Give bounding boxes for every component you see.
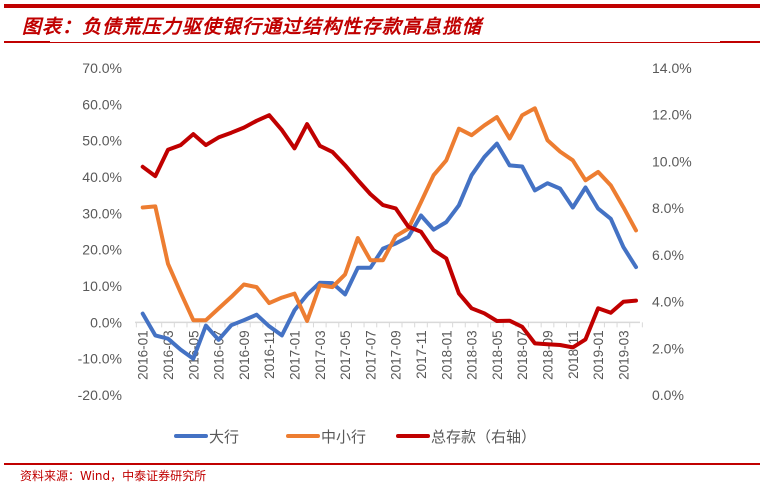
y-left-tick-label: 70.0%	[82, 60, 122, 76]
x-tick-label: 2018-05	[490, 330, 505, 380]
y-right-tick-label: 6.0%	[652, 247, 684, 263]
y-left-tick-label: 60.0%	[82, 96, 122, 112]
source-divider	[4, 463, 760, 465]
series-line-1	[140, 106, 638, 323]
x-tick-label: 2016-09	[237, 330, 252, 380]
y-left-tick-label: 20.0%	[82, 242, 122, 258]
x-tick-label: 2018-09	[541, 330, 556, 380]
y-right-tick-label: 8.0%	[652, 200, 684, 216]
y-right-tick-label: 12.0%	[652, 107, 692, 123]
chart-title: 图表：负债荒压力驱使银行通过结构性存款高息揽储	[22, 16, 483, 38]
x-tick-label: 2017-01	[288, 330, 303, 380]
x-tick-label: 2016-11	[262, 330, 277, 379]
y-left-tick-label: -10.0%	[78, 351, 122, 367]
y-left-tick-label: 40.0%	[82, 169, 122, 185]
y-left-tick-label: -20.0%	[78, 387, 122, 403]
x-tick-label: 2017-11	[414, 330, 429, 379]
top-accent-bar	[4, 4, 760, 8]
x-tick-label: 2019-01	[591, 330, 606, 380]
y-left-tick-label: 50.0%	[82, 133, 122, 149]
x-tick-label: 2019-03	[616, 330, 631, 380]
source-note: 资料来源：Wind，中泰证券研究所	[20, 469, 207, 483]
y-right-tick-label: 2.0%	[652, 340, 684, 356]
legend-label: 总存款（右轴）	[431, 428, 536, 446]
x-tick-label: 2016-07	[212, 330, 227, 380]
legend: 大行 中小行 总存款（右轴）	[174, 428, 536, 446]
y-right-tick-label: 10.0%	[652, 153, 692, 169]
x-tick-label: 2018-03	[465, 330, 480, 380]
x-tick-label: 2018-11	[566, 330, 581, 379]
x-tick-label: 2017-05	[338, 330, 353, 380]
legend-label: 大行	[209, 428, 239, 446]
legend-label: 中小行	[321, 428, 366, 446]
y-left-tick-label: 10.0%	[82, 278, 122, 294]
title-divider-left	[4, 41, 50, 43]
y-left-tick-label: 30.0%	[82, 205, 122, 221]
y-right-tick-label: 14.0%	[652, 60, 692, 76]
series-line-2	[140, 113, 638, 350]
y-right-tick-label: 4.0%	[652, 294, 684, 310]
title-divider-right	[720, 41, 760, 43]
x-tick-label: 2017-03	[313, 330, 328, 380]
y-left-tick-label: 0.0%	[90, 314, 122, 330]
x-tick-label: 2017-07	[363, 330, 378, 380]
title-divider	[4, 42, 760, 43]
x-tick-label: 2018-01	[439, 330, 454, 380]
x-tick-label: 2016-01	[136, 330, 151, 380]
y-right-tick-label: 0.0%	[652, 387, 684, 403]
x-tick-label: 2018-07	[515, 330, 530, 380]
x-tick-label: 2017-09	[389, 330, 404, 380]
